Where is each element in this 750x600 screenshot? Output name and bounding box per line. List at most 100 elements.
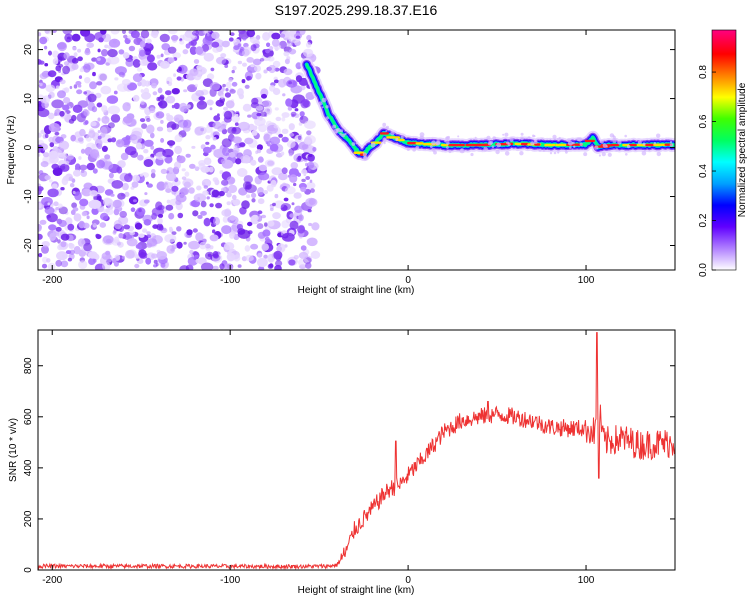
noise-speckle [272,202,276,207]
noise-speckle [270,179,277,188]
ridge-speckle [520,136,524,141]
spectrogram-y-label: Frequency (Hz) [6,116,17,185]
noise-speckle [97,72,108,82]
noise-speckle [223,263,234,270]
noise-speckle [74,191,82,201]
ridge-speckle [362,152,367,157]
noise-speckle [280,203,291,211]
noise-speckle [41,241,50,248]
noise-speckle [100,126,108,136]
noise-speckle [38,32,42,37]
ridge-speckle [351,142,356,146]
noise-speckle [308,153,313,158]
spectrogram-frame [37,29,676,271]
ridge-speckle [395,137,399,141]
noise-speckle [204,126,213,133]
noise-speckle [83,109,90,117]
noise-speckle [256,144,263,151]
noise-speckle [239,142,246,147]
ridge-speckle [382,122,387,127]
noise-speckle [232,194,237,200]
noise-speckle [56,251,68,261]
noise-speckle [176,155,186,164]
ridge-speckle [483,146,488,152]
noise-speckle [229,32,235,36]
ridge-speckle [486,135,491,140]
noise-speckle [136,67,143,72]
noise-speckle [153,259,158,264]
noise-speckle [243,175,253,184]
noise-speckle [159,60,170,69]
noise-speckle [282,93,286,97]
noise-speckle [86,162,96,171]
noise-speckle [177,212,184,219]
x-tick-label: 0 [405,275,411,286]
ridge-speckle [602,143,607,148]
noise-speckle [236,223,243,230]
noise-speckle [205,141,210,145]
noise-speckle [41,263,48,269]
noise-speckle [41,245,49,254]
noise-speckle [169,198,178,206]
noise-speckle [105,238,112,244]
noise-speckle [160,138,165,143]
noise-speckle [269,207,274,212]
noise-speckle [288,259,296,266]
noise-speckle [147,62,158,71]
noise-speckle [259,158,264,162]
noise-speckle [125,250,135,259]
noise-speckle [150,145,155,150]
snr-y-label: SNR (10 * v/v) [8,418,19,482]
noise-speckle [235,113,239,118]
noise-speckle [288,81,292,85]
noise-speckle [151,253,158,259]
noise-speckle [44,30,52,35]
snr-y-ticks: 0 200 400 600 800 [23,357,675,573]
noise-speckle [205,251,215,260]
ridge-speckle [573,145,576,148]
noise-speckle [172,179,181,187]
noise-speckle [127,82,138,91]
figure-title: S197.2025.299.18.37.E16 [275,2,438,18]
noise-speckle [58,140,70,150]
ridge-speckle [626,144,631,149]
noise-speckle [271,167,283,176]
noise-speckle [80,169,85,173]
noise-speckle [64,87,70,93]
noise-speckle [176,241,183,249]
noise-speckle [51,163,59,170]
noise-speckle [68,243,75,249]
noise-speckle [122,102,131,112]
noise-speckle [189,46,197,55]
noise-speckle [76,89,83,95]
colorbar-tick-label: 0.0 [698,263,709,277]
noise-speckle [159,33,170,43]
noise-speckle [223,110,233,120]
ridge-speckle [332,124,337,129]
ridge-speckle [383,140,386,143]
noise-speckle [157,213,164,218]
noise-speckle [87,101,95,111]
noise-speckle [143,149,149,154]
noise-speckle [247,114,252,118]
noise-speckle [174,134,183,143]
noise-speckle [252,58,262,66]
noise-speckle [38,233,43,240]
noise-speckle [187,256,198,266]
noise-speckle [60,241,67,248]
noise-speckle [122,30,126,34]
noise-speckle [39,36,48,45]
noise-speckle [83,91,88,95]
noise-speckle [110,30,120,35]
noise-speckle [201,178,212,187]
colorbar-label: Normalized spectral amplitude [737,82,748,217]
noise-speckle [40,161,49,168]
colorbar-tick-label: 0.2 [698,213,709,227]
noise-speckle [229,151,236,158]
noise-speckle [250,64,255,68]
ridge-speckle [612,138,617,143]
noise-speckle [219,263,225,270]
noise-speckle [175,193,187,203]
noise-speckle [210,144,216,150]
spectrogram-noise-region [38,30,321,270]
